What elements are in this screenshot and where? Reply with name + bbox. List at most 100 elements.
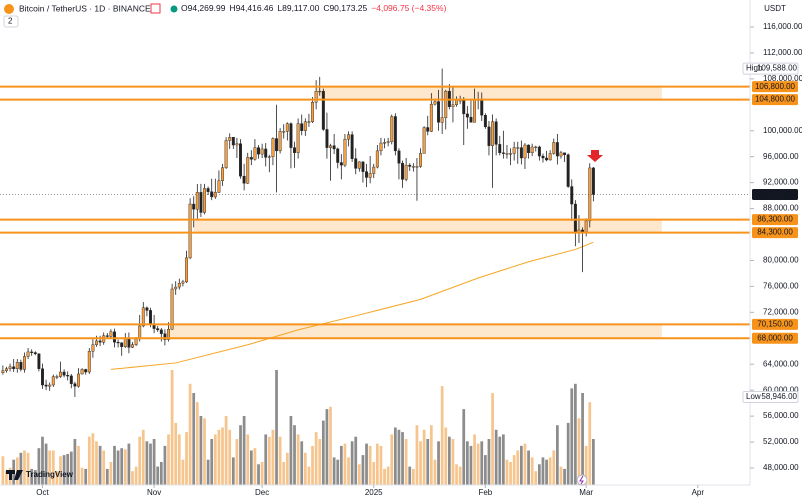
volume-bar — [192, 393, 196, 485]
level-label-box — [752, 227, 798, 239]
volume-bar — [476, 443, 480, 485]
volume-bar — [408, 466, 412, 485]
extreme-label: 109,588.00 — [757, 64, 798, 73]
candle-body — [422, 127, 426, 154]
candle-body — [332, 145, 336, 150]
volume-bar — [134, 466, 138, 485]
volume-bar — [415, 425, 419, 485]
candle-body — [429, 103, 433, 132]
legend-value: L89,117.00 — [277, 3, 319, 13]
volume-bar — [512, 455, 516, 485]
candle-body — [167, 329, 170, 340]
volume-bar — [19, 452, 23, 485]
last-price-box — [752, 188, 798, 200]
candle-body — [15, 362, 19, 369]
level-label-box — [752, 332, 798, 344]
volume-bar — [33, 470, 37, 485]
candle-body — [318, 90, 322, 93]
candle-body — [293, 147, 296, 154]
candle-body — [321, 90, 325, 130]
candle-body — [426, 127, 430, 132]
volume-bar — [451, 439, 455, 485]
volume-bar — [487, 439, 491, 485]
x-tick-label: Oct — [36, 488, 49, 497]
candle-body — [386, 141, 390, 143]
volume-bar — [138, 436, 142, 485]
candle-body — [134, 338, 138, 345]
volume-bar — [48, 450, 52, 485]
candle-body — [170, 288, 174, 330]
candle-body — [73, 383, 77, 387]
candle-body — [437, 101, 441, 123]
candle-body — [419, 153, 423, 167]
candle-body — [23, 356, 26, 370]
volume-bar — [509, 462, 512, 485]
volume-bar — [235, 439, 239, 485]
volume-bar — [516, 450, 520, 485]
candle-body — [213, 192, 217, 198]
candle-body — [519, 147, 523, 159]
volume-bar — [181, 459, 185, 485]
candle-body — [563, 152, 567, 155]
symbol-icon — [4, 4, 14, 14]
volume-bar — [239, 425, 242, 485]
y-tick-label: 116,000.00 — [763, 22, 802, 31]
volume-bar — [217, 429, 221, 485]
market-status-icon — [170, 5, 178, 13]
candle-body — [109, 331, 113, 337]
volume-bar — [501, 434, 505, 485]
x-tick-label: Mar — [579, 488, 593, 497]
candle-body — [433, 101, 437, 105]
volume-bar — [120, 448, 124, 485]
y-tick-label: 52,000.00 — [763, 437, 799, 446]
candle-body — [390, 116, 394, 142]
candle-body — [368, 173, 372, 178]
volume-bar — [105, 468, 109, 485]
volume-bar — [224, 416, 228, 485]
candle-layer — [0, 68, 750, 398]
volume-bar — [109, 462, 113, 485]
candle-body — [512, 147, 516, 154]
candle-body — [91, 344, 95, 352]
candle-body — [573, 203, 577, 233]
volume-bar — [375, 443, 379, 485]
candle-body — [48, 384, 52, 387]
volume-bar — [321, 420, 325, 485]
candle-body — [8, 366, 12, 369]
volume-bar — [37, 448, 41, 485]
indicator-toggle[interactable] — [3, 15, 19, 28]
volume-bar — [159, 462, 163, 485]
volume-bar — [300, 441, 304, 485]
volume-bar — [23, 450, 26, 485]
volume-bar — [480, 441, 484, 485]
candle-body — [188, 203, 192, 259]
volume-bar — [55, 471, 59, 485]
volume-bar — [260, 462, 264, 485]
candle-body — [480, 99, 484, 116]
volume-bar — [386, 466, 390, 485]
volume-bar — [419, 441, 422, 485]
volume-bar — [545, 459, 548, 485]
volume-bar — [98, 445, 102, 485]
candle-body — [498, 144, 502, 154]
volume-bar — [185, 432, 188, 485]
y-tick-label: 92,000.00 — [763, 178, 799, 187]
candle-body — [199, 192, 203, 213]
extreme-title: High — [746, 64, 762, 73]
candle-body — [462, 100, 466, 115]
candle-body — [177, 282, 181, 288]
candle-body — [584, 220, 588, 233]
volume-bar — [584, 445, 588, 485]
candle-body — [246, 157, 250, 184]
level-label-box — [752, 94, 798, 106]
x-tick-label: Nov — [147, 488, 161, 497]
candle-body — [192, 203, 196, 210]
candle-body — [545, 157, 549, 161]
candle-body — [393, 116, 397, 152]
volume-bar — [303, 452, 307, 485]
zone — [168, 324, 662, 339]
candle-body — [329, 145, 332, 148]
level-label-box — [752, 318, 798, 330]
candle-body — [527, 144, 531, 154]
